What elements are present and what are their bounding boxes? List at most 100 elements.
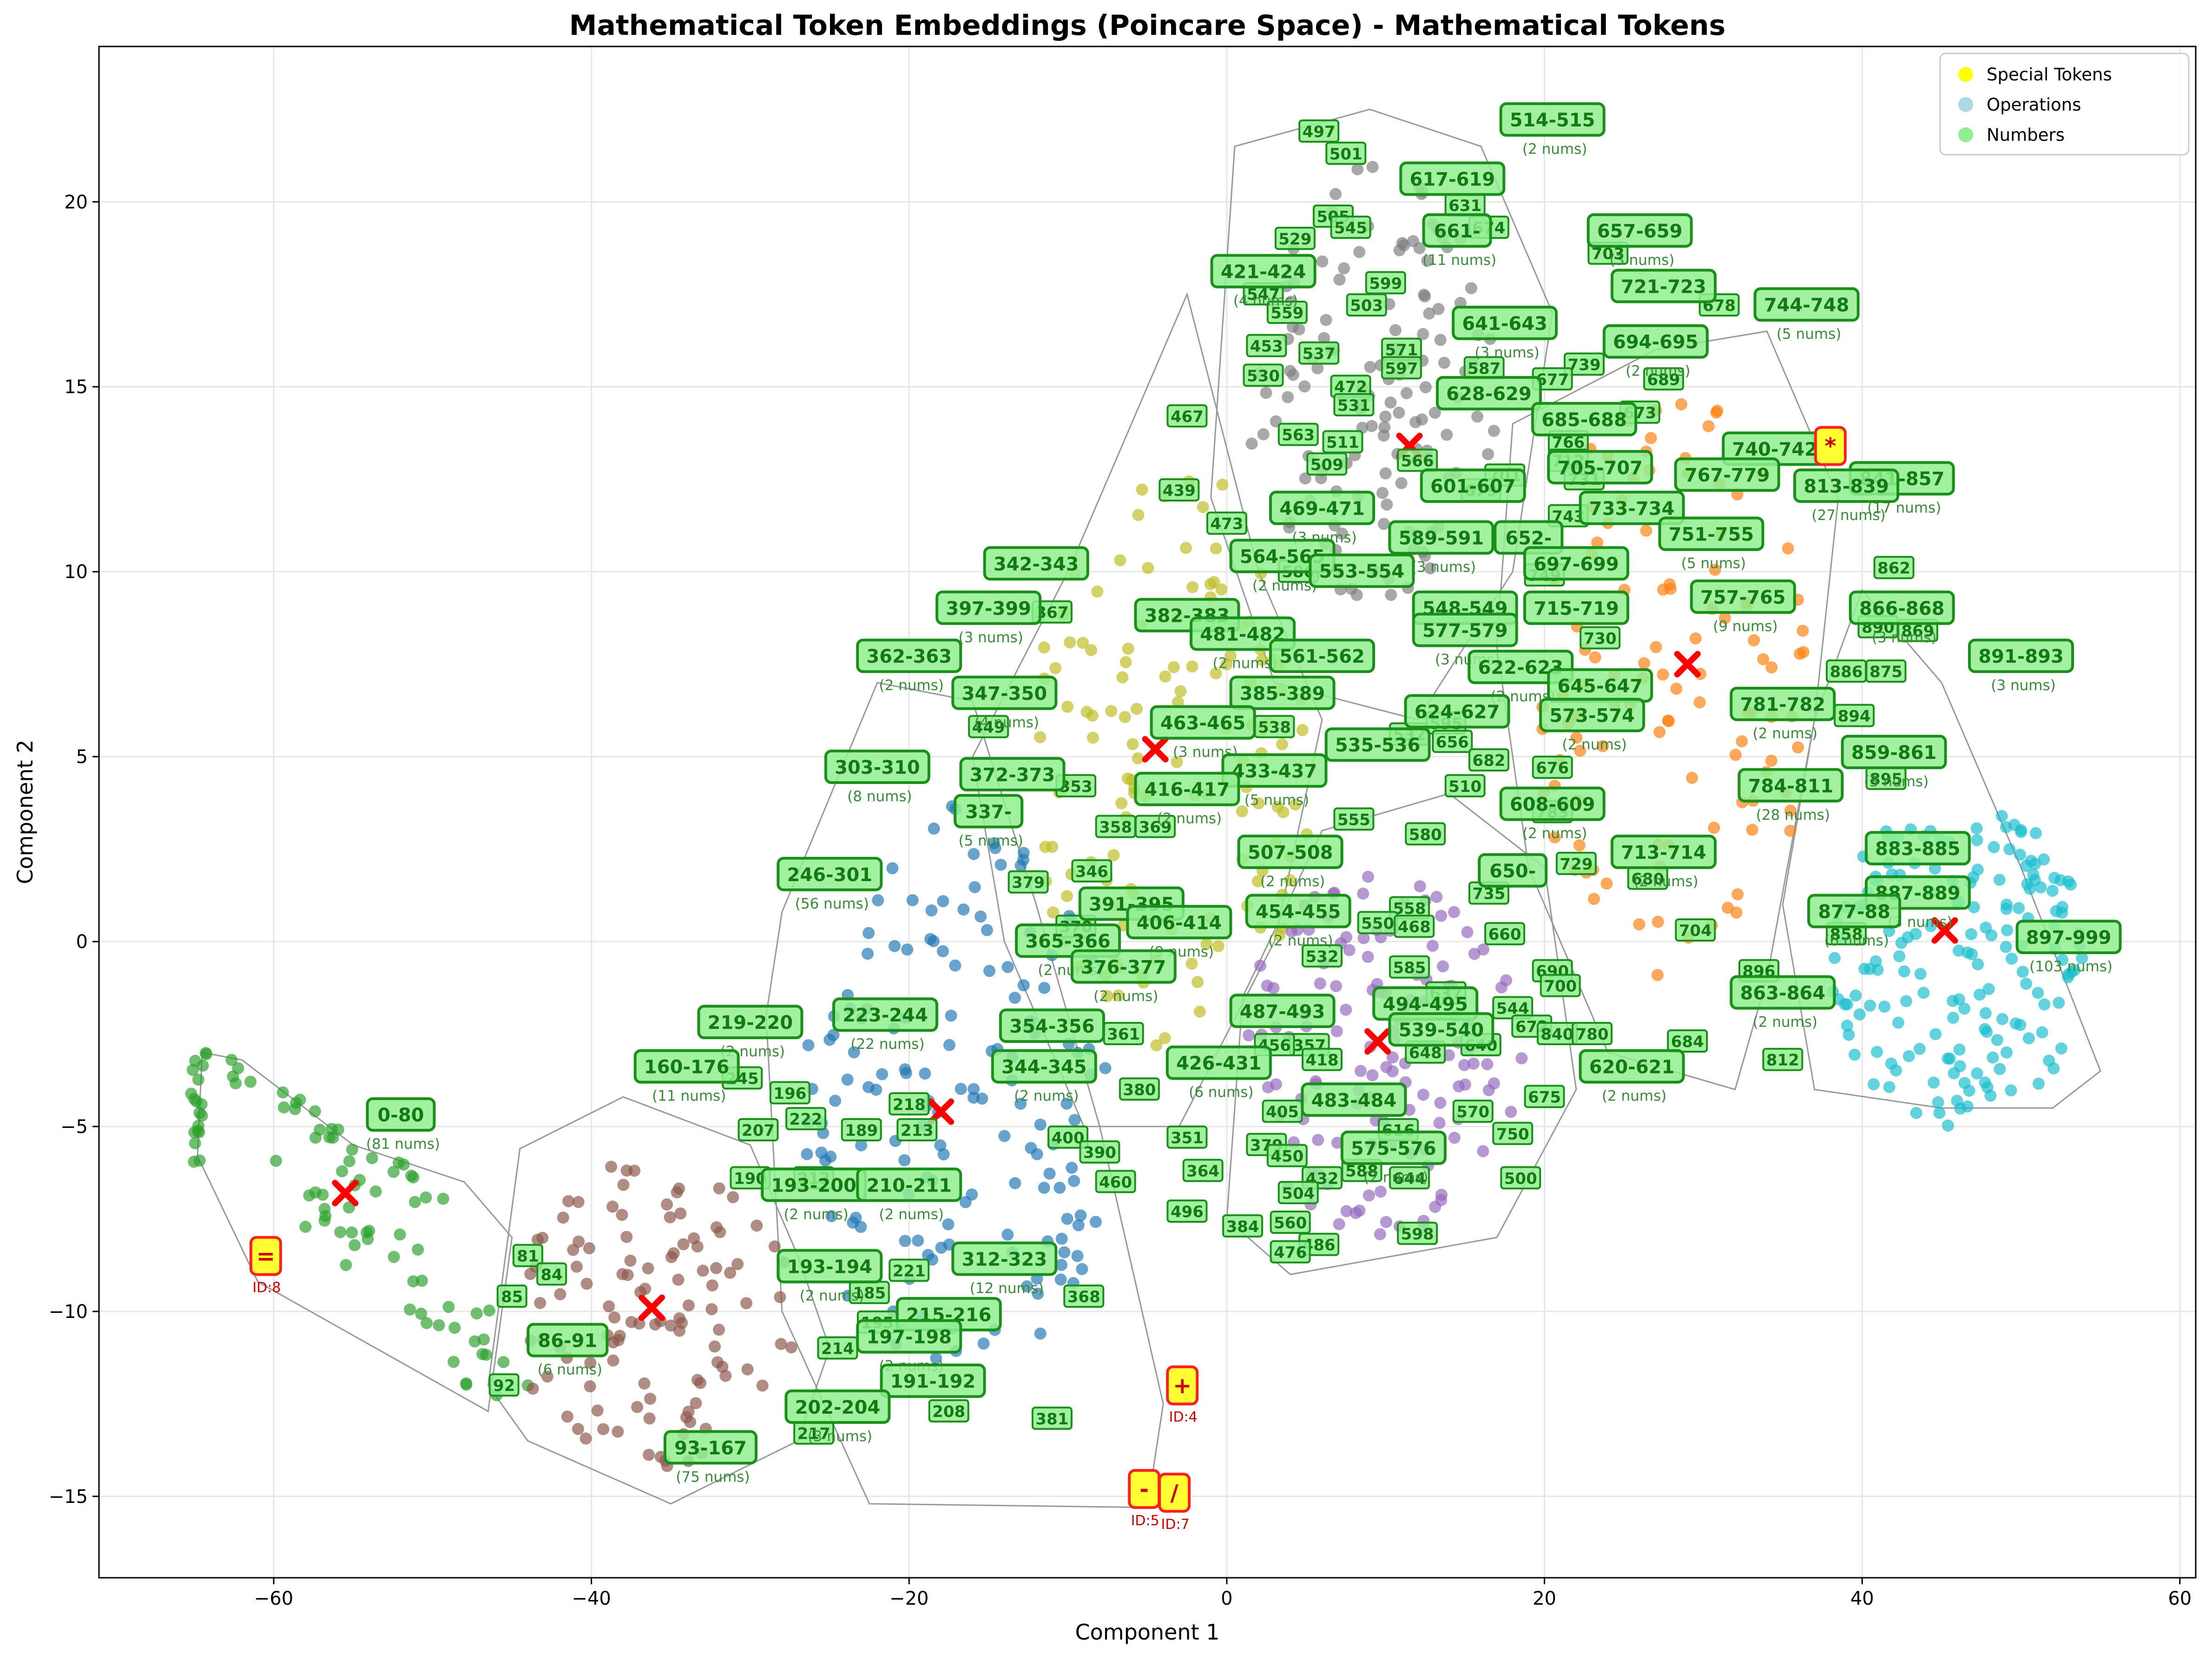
data-point xyxy=(1792,741,1804,754)
number-label-box xyxy=(1007,870,1049,894)
range-label-text: 93-167 xyxy=(674,1437,747,1459)
data-point xyxy=(580,1278,593,1290)
number-label: 598 xyxy=(1397,1221,1438,1245)
number-label: 468 xyxy=(1394,915,1435,938)
y-tick-label: 10 xyxy=(64,561,88,583)
number-label: 780 xyxy=(1572,1022,1613,1046)
number-label-text: 85 xyxy=(501,1288,523,1306)
data-point xyxy=(906,894,919,907)
data-point xyxy=(827,1029,840,1041)
number-label-text: 538 xyxy=(1258,718,1291,737)
number-label-box xyxy=(769,1081,810,1105)
number-label-text: 588 xyxy=(1345,1162,1378,1181)
range-label-count: (2 nums) xyxy=(1522,825,1587,842)
number-label: 580 xyxy=(1405,822,1446,846)
data-point xyxy=(1193,1005,1206,1018)
range-label: 539-540 xyxy=(1388,1012,1494,1047)
data-point xyxy=(1055,1258,1067,1271)
number-label-text: 560 xyxy=(1274,1214,1307,1232)
range-label-text: 641-643 xyxy=(1462,313,1547,335)
data-point xyxy=(1174,685,1187,698)
data-point xyxy=(1943,1053,1956,1065)
range-label: 891-893 (3 nums) xyxy=(1968,639,2074,694)
data-point xyxy=(1376,487,1389,499)
cluster-center-marker xyxy=(1674,651,1701,678)
number-label-text: 862 xyxy=(1877,559,1910,578)
range-label-count: (11 nums) xyxy=(652,1088,726,1105)
data-point xyxy=(1885,1057,1897,1070)
number-label: 739 xyxy=(1564,352,1605,376)
data-point xyxy=(671,1186,683,1199)
number-label-text: 208 xyxy=(932,1403,965,1421)
data-point xyxy=(1071,1250,1084,1262)
cluster-center-marker xyxy=(1364,1028,1391,1055)
data-point xyxy=(433,1319,445,1331)
data-point xyxy=(2014,849,2027,861)
number-label: 450 xyxy=(1266,1144,1308,1167)
range-label: 454-455 (2 nums) xyxy=(1245,894,1351,949)
number-label-text: 450 xyxy=(1271,1147,1304,1166)
range-label-text: 372-373 xyxy=(970,764,1055,786)
range-label: 553-554 xyxy=(1309,553,1415,588)
range-label: 652- xyxy=(1494,520,1564,555)
number-label-text: 511 xyxy=(1326,434,1359,452)
data-point xyxy=(1968,901,1980,914)
data-point xyxy=(1186,660,1198,673)
data-point xyxy=(1122,642,1134,655)
data-point xyxy=(572,1423,584,1435)
range-label: 385-389 xyxy=(1229,675,1336,710)
data-point xyxy=(1338,262,1350,275)
data-point xyxy=(1150,1039,1163,1052)
number-label-box xyxy=(512,1244,543,1267)
data-point xyxy=(1340,1003,1352,1016)
range-label-box xyxy=(1309,553,1415,588)
number-label: 648 xyxy=(1405,1040,1446,1064)
number-label-text: 405 xyxy=(1266,1103,1299,1121)
data-point xyxy=(1330,980,1343,993)
range-label-text: 784-811 xyxy=(1748,776,1834,797)
range-label-text: 494-495 xyxy=(1382,994,1468,1015)
range-label-box xyxy=(1015,923,1121,958)
range-label-box xyxy=(777,856,883,891)
number-label: 529 xyxy=(1274,226,1316,250)
number-label-text: 196 xyxy=(773,1084,806,1103)
y-tick-label: −5 xyxy=(60,1116,88,1138)
data-point xyxy=(497,1356,510,1368)
range-label: 507-508 (2 nums) xyxy=(1237,835,1343,890)
range-label-count: (2 nums) xyxy=(1626,363,1690,380)
range-label-box xyxy=(1864,831,1971,866)
data-point xyxy=(901,943,914,956)
special-token: * xyxy=(1814,426,1847,466)
data-point xyxy=(1515,1052,1528,1065)
data-point xyxy=(1038,641,1050,654)
data-point xyxy=(667,1247,680,1259)
range-label: 721-723 xyxy=(1610,269,1717,303)
data-point xyxy=(2043,1054,2055,1067)
number-label-text: 510 xyxy=(1448,777,1481,796)
data-point xyxy=(1379,410,1392,423)
data-point xyxy=(346,1226,358,1239)
data-point xyxy=(981,924,993,936)
number-label: 730 xyxy=(1580,626,1621,650)
number-label-text: 364 xyxy=(1186,1162,1219,1181)
number-label: 85 xyxy=(496,1285,527,1308)
number-label: 351 xyxy=(1166,1125,1208,1149)
number-label: 185 xyxy=(849,1281,890,1304)
data-point xyxy=(1355,1065,1367,1077)
data-point xyxy=(572,1196,585,1208)
number-label-box xyxy=(1432,730,1473,753)
range-label-text: 312-323 xyxy=(962,1249,1047,1271)
number-label-text: 597 xyxy=(1385,359,1418,378)
data-point xyxy=(1192,976,1204,988)
data-point xyxy=(612,1334,625,1346)
data-point xyxy=(1296,724,1309,737)
range-label: 191-192 xyxy=(880,1364,986,1398)
data-point xyxy=(889,940,901,952)
data-point xyxy=(713,1324,725,1336)
number-label-text: 530 xyxy=(1247,367,1280,385)
data-point xyxy=(937,895,949,908)
data-point xyxy=(1284,365,1297,377)
data-point xyxy=(421,1317,433,1330)
data-point xyxy=(1066,1161,1078,1174)
number-label-text: 358 xyxy=(1099,818,1132,837)
